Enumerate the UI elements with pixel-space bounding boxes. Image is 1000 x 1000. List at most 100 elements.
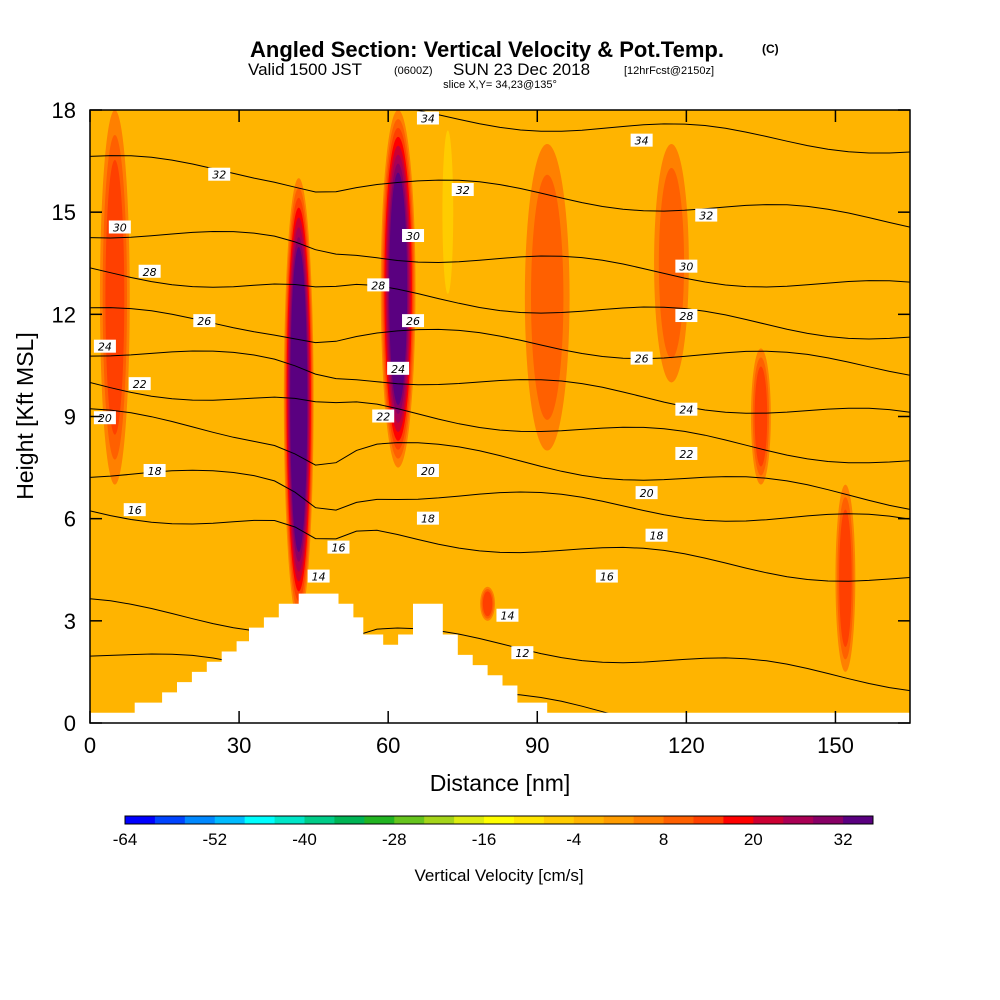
terrain-profile <box>90 593 910 723</box>
colorbar-swatch <box>723 816 754 824</box>
velocity-band <box>839 509 852 647</box>
theta-contour-label: 24 <box>679 404 693 417</box>
theta-label-box <box>108 220 131 234</box>
theta-contour-label: 18 <box>148 465 162 478</box>
velocity-feature <box>750 348 771 485</box>
theta-contour-label: 20 <box>421 465 435 478</box>
colorbar-swatch <box>663 816 694 824</box>
colorbar-outline <box>124 815 874 825</box>
theta-label-box <box>138 264 161 278</box>
theta-label-box <box>123 503 146 517</box>
theta-contour-line <box>413 110 910 154</box>
colorbar-tick-label: -16 <box>472 830 497 849</box>
svg-text:[12hrFcst@2150z]: [12hrFcst@2150z] <box>624 65 714 77</box>
svg-text:SUN 23 Dec 2018: SUN 23 Dec 2018 <box>453 60 590 79</box>
theta-contour-label: 12 <box>515 647 529 660</box>
velocity-feature <box>480 586 496 621</box>
svg-text:(0600Z): (0600Z) <box>394 65 433 77</box>
theta-contour-label: 26 <box>197 315 211 328</box>
theta-contour-label: 24 <box>391 363 405 376</box>
theta-contour-label: 20 <box>640 487 654 500</box>
y-tick-label: 12 <box>52 302 76 327</box>
theta-label-box <box>307 569 330 583</box>
chart-title-unit: (C) <box>762 42 779 56</box>
y-tick-label: 0 <box>64 711 76 736</box>
velocity-feature <box>99 110 130 485</box>
colorbar-swatch <box>334 816 365 824</box>
colorbar-swatch <box>154 816 186 824</box>
theta-label-box <box>635 486 658 500</box>
theta-label-box <box>193 314 216 328</box>
theta-label-box <box>695 208 718 222</box>
theta-contour-label: 30 <box>679 261 693 274</box>
theta-label-box <box>496 608 519 622</box>
x-tick-label: 60 <box>376 733 400 758</box>
colorbar-swatch <box>424 816 455 824</box>
theta-label-box <box>208 167 231 181</box>
theta-label-box <box>402 229 425 243</box>
x-tick-label: 30 <box>227 733 251 758</box>
theta-label-box <box>402 314 425 328</box>
colorbar-swatch <box>813 816 844 824</box>
y-tick-label: 9 <box>64 405 76 430</box>
theta-label-box <box>128 377 151 391</box>
colorbar-swatch <box>484 816 515 824</box>
theta-contour-label: 14 <box>312 571 326 584</box>
theta-contour-label: 26 <box>406 315 420 328</box>
theta-label-box <box>416 463 439 477</box>
theta-contour-label: 24 <box>98 341 112 354</box>
velocity-feature <box>524 144 570 451</box>
colorbar-swatch <box>244 816 276 824</box>
svg-text:Valid 1500 JST: Valid 1500 JST <box>248 60 362 79</box>
theta-contour-label: 18 <box>650 530 664 543</box>
theta-contour-label: 20 <box>98 412 112 425</box>
colorbar-tick-label: 20 <box>744 830 763 849</box>
theta-contour-label: 34 <box>421 113 435 126</box>
theta-label-box <box>416 111 439 125</box>
theta-contour-label: 34 <box>635 135 649 148</box>
theta-label-box <box>511 646 534 660</box>
theta-contour-line <box>90 469 910 522</box>
theta-contour-label: 28 <box>371 279 385 292</box>
theta-label-box <box>675 446 698 460</box>
colorbar-swatch <box>783 816 814 824</box>
plot-area: 12 14 14 16 16 16 18 18 18 20 20 20 22 22 22 24 24 24 26 26… <box>90 110 910 723</box>
slice-label: slice X,Y= 34,23@135° <box>443 79 557 91</box>
chart-title: Angled Section: Vertical Velocity & Pot.… <box>250 37 724 62</box>
theta-label-box <box>675 259 698 273</box>
chart-subtitle: Valid 1500 JST (0600Z) SUN 23 Dec 2018 [… <box>248 60 714 79</box>
theta-label-box <box>630 351 653 365</box>
axes: 0 30 60 90 120 150 0 3 6 9 12 15 18 <box>52 98 910 758</box>
colorbar-swatch <box>843 816 874 824</box>
theta-label-box <box>327 540 350 554</box>
velocity-band <box>754 366 768 467</box>
velocity-band <box>442 130 454 294</box>
colorbar-swatch <box>454 816 485 824</box>
theta-contour-label: 26 <box>635 353 649 366</box>
theta-contour-label: 22 <box>376 411 390 424</box>
colorbar-swatch <box>214 816 246 824</box>
theta-contour-label: 16 <box>600 571 614 584</box>
colorbar-swatch <box>184 816 216 824</box>
colorbar-swatch <box>753 816 784 824</box>
y-tick-label: 18 <box>52 98 76 123</box>
x-tick-label: 0 <box>84 733 96 758</box>
theta-label-box <box>451 183 474 197</box>
colorbar-swatch <box>125 816 156 824</box>
velocity-band <box>482 591 493 617</box>
theta-label-box <box>387 361 410 375</box>
y-tick-label: 3 <box>64 609 76 634</box>
velocity-background <box>90 110 910 723</box>
colorbar-title: Vertical Velocity [cm/s] <box>414 866 583 885</box>
velocity-band <box>105 159 125 435</box>
theta-contour-label: 22 <box>133 378 147 391</box>
theta-contour-label: 32 <box>699 210 713 223</box>
theta-label-box <box>595 569 618 583</box>
colorbar-tick-label: -28 <box>382 830 407 849</box>
y-tick-label: 15 <box>52 200 76 225</box>
theta-contour-label: 32 <box>456 184 470 197</box>
colorbar-swatch <box>543 816 575 824</box>
theta-label-box <box>143 463 166 477</box>
x-tick-label: 120 <box>668 733 705 758</box>
